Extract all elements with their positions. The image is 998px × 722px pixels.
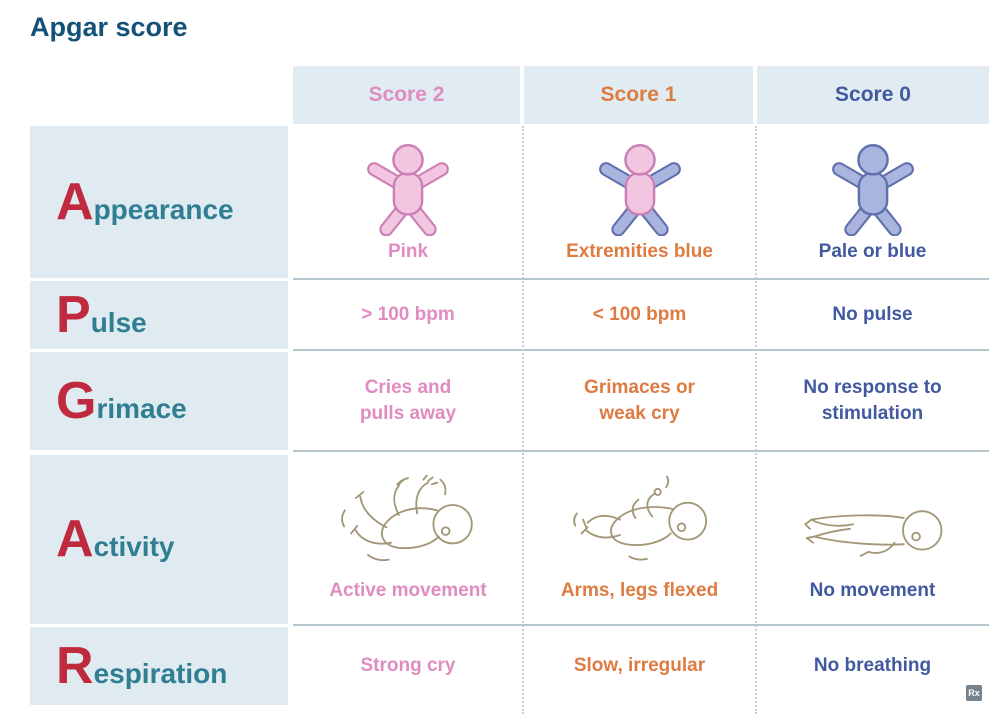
cell-activity-score2: Active movement: [293, 455, 523, 624]
row-grimace-cells: Cries and pulls away Grimaces or weak cr…: [293, 352, 989, 450]
row-initial: G: [56, 371, 97, 430]
baby-still-sketch-icon: [803, 510, 942, 557]
cell-appearance-score1: Extremities blue: [523, 126, 756, 278]
cell-respiration-score0: No breathing: [813, 655, 932, 677]
row-divider: [293, 349, 989, 351]
baby-all-blue-icon: [831, 143, 914, 236]
row-activity-cells: Active movement Arms, legs flexed: [293, 455, 989, 624]
row-divider: [293, 278, 989, 280]
row-initial: A: [56, 172, 94, 231]
row-initial: A: [56, 510, 94, 568]
row-pulse-cells: > 100 bpm < 100 bpm No pulse: [293, 281, 989, 349]
cell-caption: Pink: [387, 240, 429, 262]
cell-activity-score0: No movement: [756, 455, 989, 624]
row-appearance-cells: Pink Extremities blue: [293, 126, 989, 278]
cell-appearance-score2: Pink: [293, 126, 523, 278]
row-rest: ulse: [90, 306, 147, 338]
cell-respiration-score2: Strong cry: [360, 655, 456, 677]
cell-caption: No movement: [809, 580, 936, 602]
column-divider-dotted: [755, 126, 757, 714]
row-divider: [293, 450, 989, 452]
column-header-score-1: Score 1: [524, 66, 753, 124]
cell-caption: Active movement: [329, 580, 487, 602]
row-rest: espiration: [93, 657, 228, 689]
cell-pulse-score0: No pulse: [832, 304, 913, 326]
row-rest: ctivity: [93, 531, 175, 562]
cell-grimace-score1: Grimaces or weak cry: [584, 377, 695, 424]
cell-pulse-score2: > 100 bpm: [361, 304, 455, 326]
cell-respiration-score1: Slow, irregular: [573, 655, 706, 677]
cell-caption: Pale or blue: [818, 240, 927, 262]
row-rest: ppearance: [93, 193, 234, 225]
baby-flexed-sketch-icon: [572, 475, 707, 561]
row-initial: R: [56, 636, 94, 695]
cell-grimace-score0: No response to stimulation: [803, 377, 942, 424]
cell-appearance-score0: Pale or blue: [756, 126, 989, 278]
baby-pink-body-blue-limbs-icon: [598, 143, 681, 236]
rx-logo-icon: Rx: [966, 685, 982, 701]
page-title: Apgar score: [30, 12, 188, 42]
column-header-score-0: Score 0: [757, 66, 989, 124]
cell-activity-score1: Arms, legs flexed: [523, 455, 756, 624]
cell-caption: Extremities blue: [566, 240, 713, 262]
cell-grimace-score2: Cries and pulls away: [359, 377, 457, 424]
column-divider-dotted: [522, 126, 524, 714]
row-rest: rimace: [96, 392, 187, 424]
row-initial: P: [56, 285, 91, 344]
row-divider: [293, 624, 989, 626]
row-respiration-cells: Strong cry Slow, irregular No breathing: [293, 627, 989, 705]
baby-active-sketch-icon: [341, 475, 473, 562]
cell-pulse-score1: < 100 bpm: [592, 304, 687, 326]
column-header-score-2: Score 2: [293, 66, 520, 124]
cell-caption: Arms, legs flexed: [560, 580, 719, 602]
baby-all-pink-icon: [367, 143, 449, 236]
